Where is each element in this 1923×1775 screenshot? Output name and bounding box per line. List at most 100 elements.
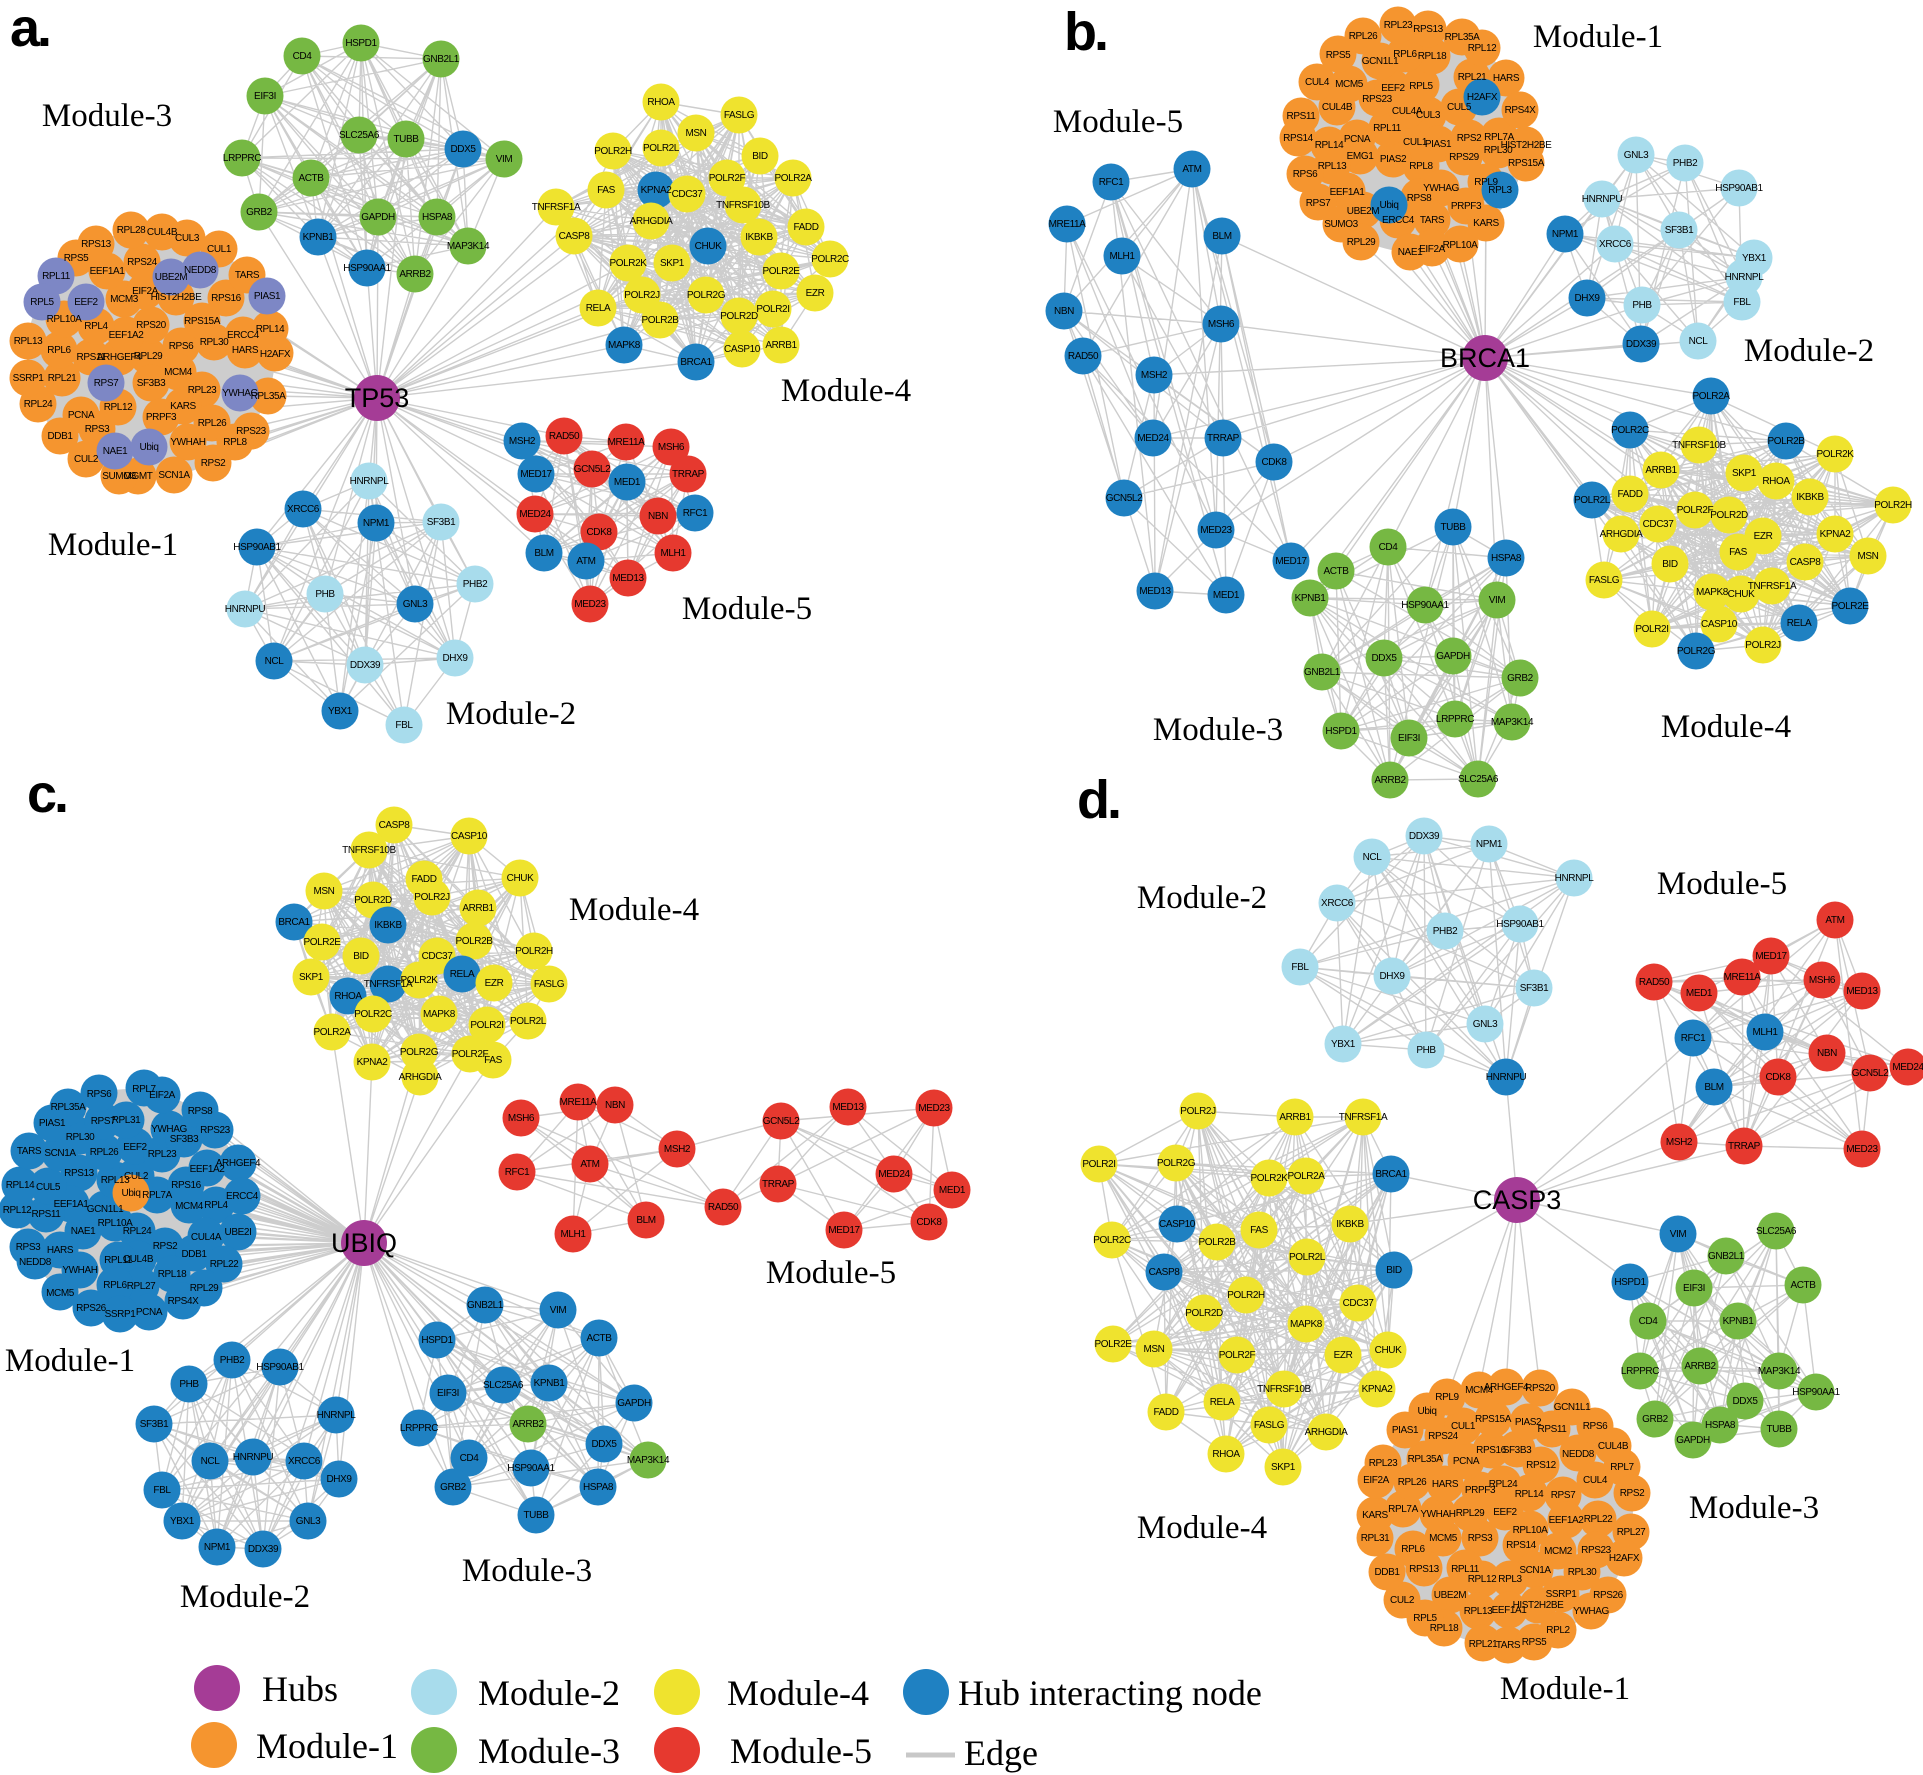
- svg-text:EZR: EZR: [806, 288, 825, 299]
- svg-text:GNL3: GNL3: [296, 1516, 321, 1527]
- svg-text:MAP3K14: MAP3K14: [1491, 717, 1534, 728]
- svg-text:CUL3: CUL3: [175, 233, 200, 244]
- svg-text:RPL23: RPL23: [1369, 1458, 1398, 1469]
- svg-text:DHX9: DHX9: [326, 1474, 352, 1485]
- svg-text:Module-4: Module-4: [727, 1673, 869, 1713]
- svg-text:POLR2F: POLR2F: [709, 173, 746, 184]
- svg-text:RPL10A: RPL10A: [1513, 1525, 1549, 1536]
- svg-text:SKP1: SKP1: [1271, 1462, 1296, 1473]
- svg-text:MED24: MED24: [519, 509, 551, 520]
- svg-text:RPL26: RPL26: [1398, 1477, 1427, 1488]
- svg-text:SSRP1: SSRP1: [13, 373, 45, 384]
- svg-text:Module-4: Module-4: [1137, 1510, 1267, 1546]
- svg-text:RPS26: RPS26: [76, 1303, 107, 1314]
- svg-text:NAE1: NAE1: [103, 446, 128, 457]
- svg-text:RPL4: RPL4: [84, 321, 108, 332]
- svg-text:CUL4B: CUL4B: [1322, 102, 1353, 113]
- svg-text:SF3B1: SF3B1: [140, 1419, 169, 1430]
- svg-text:TNFRSF1A: TNFRSF1A: [1339, 1112, 1388, 1123]
- svg-text:CASP8: CASP8: [1149, 1267, 1181, 1278]
- svg-text:RPS7: RPS7: [1551, 1490, 1576, 1501]
- svg-text:MCM5: MCM5: [1335, 79, 1364, 90]
- svg-text:RPL14: RPL14: [256, 324, 285, 335]
- svg-text:PIAS1: PIAS1: [254, 291, 281, 302]
- svg-text:CASP8: CASP8: [379, 820, 411, 831]
- svg-text:NCL: NCL: [1689, 336, 1709, 347]
- svg-text:BLM: BLM: [1212, 231, 1231, 242]
- svg-text:SUMO3: SUMO3: [102, 471, 136, 482]
- svg-text:MED23: MED23: [574, 599, 606, 610]
- svg-text:KPNA2: KPNA2: [641, 185, 673, 196]
- svg-text:RPL12: RPL12: [1468, 1574, 1497, 1585]
- svg-text:TARS: TARS: [1420, 215, 1445, 226]
- svg-text:NEDD8: NEDD8: [1562, 1449, 1595, 1460]
- svg-text:POLR2D: POLR2D: [1185, 1308, 1223, 1319]
- svg-text:RPS20: RPS20: [136, 320, 167, 331]
- svg-text:POLR2E: POLR2E: [1831, 601, 1869, 612]
- svg-text:HARS: HARS: [1432, 1479, 1459, 1490]
- svg-text:CUL1: CUL1: [1403, 137, 1428, 148]
- svg-text:H2AFX: H2AFX: [1467, 92, 1498, 103]
- svg-text:HSP90AA1: HSP90AA1: [1792, 1387, 1840, 1398]
- svg-text:MSH2: MSH2: [1141, 370, 1168, 381]
- svg-text:EEF1A1: EEF1A1: [90, 266, 126, 277]
- svg-text:POLR2I: POLR2I: [1082, 1159, 1115, 1170]
- svg-text:RPS2: RPS2: [1620, 1488, 1645, 1499]
- svg-text:RPL13: RPL13: [1464, 1606, 1493, 1617]
- svg-text:TP53: TP53: [345, 383, 410, 413]
- svg-text:RPL10A: RPL10A: [47, 314, 83, 325]
- svg-text:MLH1: MLH1: [560, 1229, 586, 1240]
- svg-text:RPS13: RPS13: [1409, 1564, 1440, 1575]
- svg-text:POLR2F: POLR2F: [452, 1049, 489, 1060]
- svg-text:ATM: ATM: [576, 556, 595, 567]
- svg-text:UBE2M: UBE2M: [1434, 1590, 1467, 1601]
- svg-text:TRRAP: TRRAP: [762, 1179, 795, 1190]
- svg-text:CDC37: CDC37: [422, 951, 454, 962]
- svg-text:SKP1: SKP1: [1732, 468, 1757, 479]
- svg-text:EEF1A2: EEF1A2: [109, 330, 145, 341]
- svg-text:Module-5: Module-5: [730, 1731, 872, 1771]
- svg-text:GRB2: GRB2: [1642, 1414, 1668, 1425]
- svg-text:RPL29: RPL29: [1456, 1508, 1485, 1519]
- svg-text:GCN1L1: GCN1L1: [1362, 56, 1399, 67]
- svg-text:CUL2: CUL2: [74, 454, 99, 465]
- svg-text:HNRNPU: HNRNPU: [233, 1452, 274, 1463]
- svg-text:SCN1A: SCN1A: [44, 1148, 76, 1159]
- svg-text:RPL26: RPL26: [198, 418, 227, 429]
- svg-text:FADD: FADD: [1153, 1407, 1178, 1418]
- svg-text:SF3B1: SF3B1: [1520, 983, 1549, 994]
- svg-text:POLR2C: POLR2C: [354, 1009, 392, 1020]
- svg-text:KPNB1: KPNB1: [1723, 1316, 1755, 1327]
- svg-text:ACTB: ACTB: [586, 1333, 612, 1344]
- svg-text:SF3B3: SF3B3: [1503, 1445, 1532, 1456]
- svg-text:YWHAH: YWHAH: [1420, 1509, 1455, 1520]
- svg-text:NPM1: NPM1: [1476, 839, 1503, 850]
- svg-text:PIAS2: PIAS2: [1515, 1417, 1542, 1428]
- svg-text:DDX5: DDX5: [591, 1439, 617, 1450]
- svg-text:RPL26: RPL26: [1349, 31, 1378, 42]
- svg-text:HSPA8: HSPA8: [1705, 1420, 1736, 1431]
- svg-text:SSRP1: SSRP1: [1546, 1589, 1578, 1600]
- svg-text:CDK8: CDK8: [1765, 1072, 1791, 1083]
- svg-text:POLR2H: POLR2H: [1227, 1290, 1265, 1301]
- svg-text:CHUK: CHUK: [1375, 1345, 1402, 1356]
- svg-text:RPL13: RPL13: [1318, 161, 1347, 172]
- svg-text:KARS: KARS: [1473, 218, 1499, 229]
- svg-text:RPS26: RPS26: [1593, 1590, 1624, 1601]
- svg-text:GCN5L2: GCN5L2: [574, 464, 611, 475]
- svg-text:Hubs: Hubs: [262, 1669, 338, 1709]
- svg-text:GCN1L1: GCN1L1: [87, 1204, 124, 1215]
- svg-text:GCN5L2: GCN5L2: [763, 1116, 800, 1127]
- svg-text:RPL7: RPL7: [1610, 1462, 1634, 1473]
- svg-text:Module-5: Module-5: [1053, 104, 1183, 140]
- svg-text:GNB2L1: GNB2L1: [1304, 667, 1341, 678]
- svg-text:BRCA1: BRCA1: [1375, 1169, 1407, 1180]
- svg-text:POLR2G: POLR2G: [400, 1047, 439, 1058]
- svg-text:LRPPRC: LRPPRC: [400, 1423, 438, 1434]
- svg-text:POLR2E: POLR2E: [1094, 1339, 1132, 1350]
- svg-text:HNRNPU: HNRNPU: [1582, 194, 1623, 205]
- svg-text:GNL3: GNL3: [1624, 150, 1649, 161]
- svg-text:RPL7: RPL7: [132, 1084, 156, 1095]
- svg-text:RPL35A: RPL35A: [1445, 32, 1481, 43]
- svg-text:NPM1: NPM1: [204, 1542, 231, 1553]
